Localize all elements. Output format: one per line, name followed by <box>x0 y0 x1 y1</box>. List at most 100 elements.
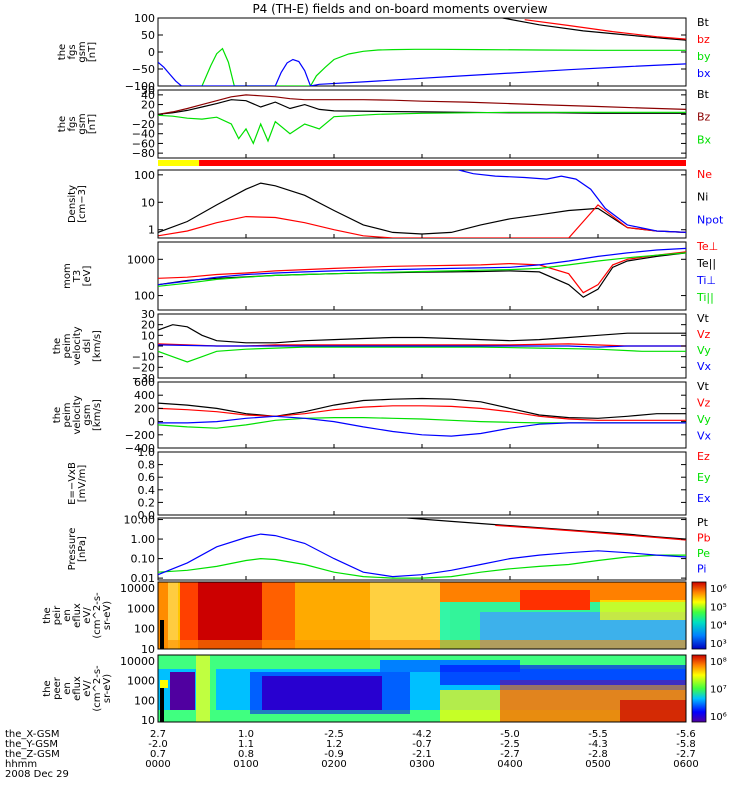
legend-entry: Vy <box>697 344 711 357</box>
y-axis-label: the <box>52 407 63 423</box>
axis-row-value: -2.5 <box>500 739 520 750</box>
y-tick-label: 10.00 <box>124 514 156 527</box>
axis-row-value: -5.8 <box>676 739 696 750</box>
y-tick-label: 10 <box>141 714 155 727</box>
axis-row-value: -0.9 <box>324 749 344 760</box>
legend-entry: Ti⊥ <box>696 274 716 287</box>
legend-entry: Ex <box>697 492 711 505</box>
series-line-Bx <box>158 111 686 145</box>
series-line-by <box>201 47 686 86</box>
colorbar-labels: 10⁶ 10⁵ 10⁴ 10³ 10⁸ 10⁷ 10⁶ <box>710 584 727 723</box>
heatmap-peir <box>157 581 687 650</box>
heatmap-peer <box>157 654 687 723</box>
series-line-Vx <box>158 344 686 348</box>
legend-entry: Pb <box>697 532 711 545</box>
y-tick-label: 0 <box>148 46 155 59</box>
series-line-Npot <box>458 170 686 233</box>
y-tick-label: 100 <box>134 623 155 636</box>
flag-bar-segment <box>158 160 200 166</box>
series-line-bz <box>524 19 686 40</box>
y-tick-label: −40 <box>132 128 155 141</box>
y-axis-label: peim <box>62 333 73 358</box>
legend-entry: Bt <box>697 16 710 29</box>
y-axis-label: sr-eV) <box>102 674 113 703</box>
panel-efield: 1.00.80.60.40.20.0 E=−VxB [mV/m] Ez Ey Ex <box>67 446 711 522</box>
y-axis-label: sr-eV) <box>102 601 113 630</box>
axis-row-value: 1.1 <box>238 739 254 750</box>
y-tick-label: −20 <box>132 361 155 374</box>
series-line-Vy <box>158 346 686 363</box>
y-axis-label: velocity <box>72 326 83 365</box>
series-line-Vx <box>158 415 686 437</box>
y-tick-label: 0.0 <box>138 509 156 522</box>
y-tick-label: 10 <box>141 329 155 342</box>
y-axis-label: fgs <box>67 44 78 59</box>
y-tick-label: 0 <box>148 416 155 429</box>
legend-entry: Vz <box>697 397 711 410</box>
legend-entry: Vx <box>697 430 712 443</box>
legend-entry: Vt <box>697 380 710 393</box>
panel-fgs_gsm_1: 100 50 0 −50 −100 the fgs gsm [nT] Bt bz by bx <box>57 12 711 93</box>
y-axis-label: the <box>42 680 53 696</box>
y-axis-label: E=−VxB <box>67 462 78 505</box>
y-tick-label: 0.6 <box>138 471 156 484</box>
colorbar-tick-label: 10⁵ <box>710 602 727 613</box>
series-line-Vt <box>158 397 686 419</box>
y-tick-label: 50 <box>141 29 155 42</box>
y-axis-label: Pressure <box>67 528 78 571</box>
legend-entry: Ni <box>697 191 708 204</box>
y-tick-label: 20 <box>141 319 155 332</box>
axis-row-value: 0000 <box>145 759 170 770</box>
colorbar-tick-label: 10³ <box>710 639 727 650</box>
y-tick-label: 1 <box>148 224 155 237</box>
legend-entry: Npot <box>697 213 724 226</box>
y-tick-label: 100 <box>134 694 155 707</box>
colorbar-tick-label: 10⁶ <box>710 584 727 595</box>
y-axis-label: the <box>57 116 68 132</box>
y-tick-label: 0 <box>148 340 155 353</box>
axis-row-value: -2.1 <box>412 749 432 760</box>
series-line-Ti⊥ <box>158 247 686 286</box>
y-axis-label: the <box>57 44 68 60</box>
y-axis-label: [cm−3] <box>77 185 88 223</box>
y-tick-label: 200 <box>134 402 155 415</box>
y-tick-label: 0.01 <box>131 572 156 585</box>
y-tick-label: 40 <box>141 89 155 102</box>
y-tick-label: 30 <box>141 308 155 321</box>
axis-row-value: 1.2 <box>326 739 342 750</box>
y-tick-label: 1.0 <box>138 446 156 459</box>
y-axis-label: mom <box>62 263 73 289</box>
y-tick-label: −400 <box>125 442 155 455</box>
y-axis-label: gsm <box>82 404 93 425</box>
axis-row-value: -2.5 <box>324 729 344 740</box>
colorbar-tick-label: 10⁸ <box>710 657 727 668</box>
y-axis-label: [nPa] <box>77 536 88 562</box>
axis-row-value: -5.6 <box>676 729 696 740</box>
series-line-Bt <box>502 18 686 41</box>
axis-row-value: 0.8 <box>238 749 254 760</box>
series-line-Pt <box>407 518 686 540</box>
y-tick-label: −100 <box>125 80 155 93</box>
colorbar-tick-label: 10⁴ <box>710 621 727 632</box>
figure-title: P4 (TH-E) fields and on-board moments ov… <box>252 2 547 16</box>
y-axis-label: T3 <box>72 270 83 283</box>
y-axis-label: eV/ <box>82 607 93 624</box>
legend-entry: Te⊥ <box>696 240 718 253</box>
y-axis-label: peer <box>52 676 63 700</box>
series-line-Te⊥ <box>158 251 686 294</box>
axis-row-value: -0.7 <box>412 739 432 750</box>
axis-row-value: -2.8 <box>588 749 608 760</box>
y-axis-label: gsm <box>77 113 88 134</box>
y-tick-label: 100 <box>134 169 155 182</box>
y-tick-label: 0.2 <box>138 496 156 509</box>
y-tick-label: −10 <box>132 351 155 364</box>
axis-row-value: 0300 <box>409 759 434 770</box>
legend-entry: by <box>697 50 711 63</box>
y-axis-label: eflux <box>72 676 83 701</box>
y-tick-label: −30 <box>132 372 155 385</box>
flag-bar-segment <box>199 160 687 166</box>
y-tick-label: 50 <box>141 84 155 97</box>
axis-row-value: 0500 <box>585 759 610 770</box>
